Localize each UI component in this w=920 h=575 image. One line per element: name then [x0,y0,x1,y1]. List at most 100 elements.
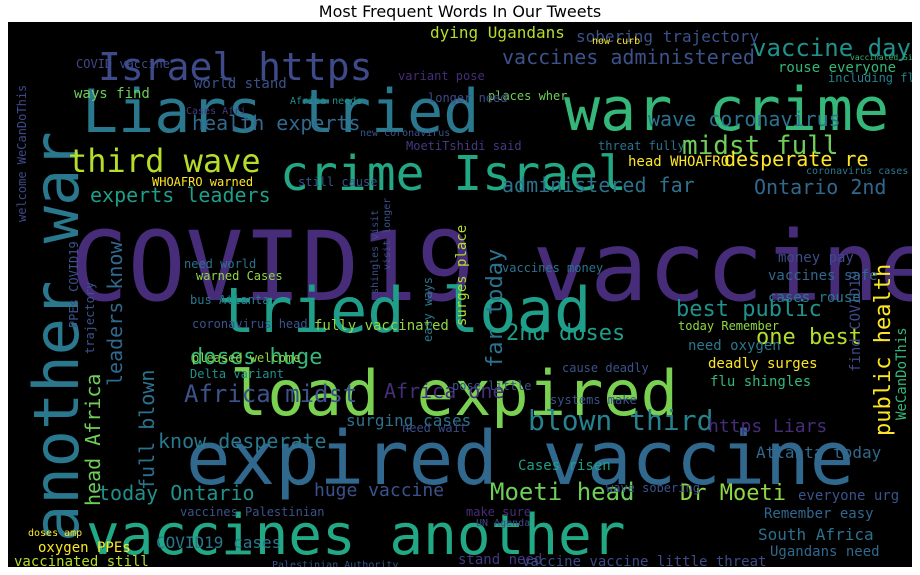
word-warned-cases: warned Cases [196,269,283,283]
word-desperate-re: desperate re [724,147,869,171]
word-oxygen-ppes: oxygen PPEs [38,540,131,556]
word-coronavirus-head: coronavirus head [192,317,308,331]
word-vaccine-vaccine-little-threat: vaccine vaccine little threat [522,554,766,567]
word-far-today: far today [483,249,508,368]
word-need-oxygen: need oxygen [688,338,781,354]
word-head-africa: head Africa [81,374,105,506]
word-bus-atlanta: bus Atlanta [190,293,269,307]
word-africa-midst: Africa midst [184,380,357,408]
word-best-public: best public [676,297,822,322]
word-surges-place: surges place [454,225,470,326]
word-crime-israel: crime Israel [280,146,627,202]
word-vaccine-days: vaccine days [752,34,912,62]
word-ontario-2nd: Ontario 2nd [754,175,886,199]
word-systems-make: systems make [550,393,637,407]
word-wecandothis: WeCanDoThis [894,327,910,420]
word-everyone-urg: everyone urg [798,488,899,504]
word-threat-fully: threat fully [598,139,685,153]
word-cases-rouse: cases rouse [768,290,861,306]
word-israel-https: Israel https [98,45,373,89]
word-welcome-wecandothis: welcome WeCanDoThis [15,85,29,222]
word-cause-deadly: cause deadly [562,361,649,375]
word-longer-need: longer need [428,91,507,105]
word-experts-leaders: experts leaders [90,183,271,207]
word-africa-one: Africa one [384,379,504,403]
word-covid-vaccine: COVID vaccine [76,57,170,71]
word-midst-full: midst full [682,131,839,161]
word-head-whoafro: head WHOAFRO [628,154,729,170]
word-money-pay: money pay [778,250,854,266]
word-one-best: one best [756,325,862,350]
word-need-wait: need wait [402,421,467,435]
word-dr-moeti: Dr Moeti [680,481,786,506]
word-wave-coronavirus: wave coronavirus [648,107,841,131]
word-another-war: another war [20,131,93,542]
word-remember-easy: Remember easy [764,506,874,522]
word-vaccines-another: vaccines another [86,503,625,567]
word-ugandans-need: Ugandans need [770,544,880,560]
word-make-sure: make sure [466,505,531,519]
word-today-remember: today Remember [678,319,779,333]
word-doses-amp: doses amp [28,528,82,539]
word-delta-variant: Delta variant [190,367,284,381]
word-vaccines-palestinian: vaccines Palestinian [180,505,325,519]
word-ways-find: ways find [74,86,150,102]
word-un-agenda: UN Agenda [476,518,530,529]
word-world-stand: world stand [194,76,287,92]
word-still-cause: still cause [298,175,377,189]
word-leaders-know: leaders know [103,241,127,386]
word-today-ontario: today Ontario [98,481,255,505]
word-africa-needs: Africa needs [290,96,362,107]
word-administered-far: administered far [502,173,695,197]
word-including-flu: including flu [828,71,912,85]
word-trajectory: trajectory [83,282,97,354]
word-blown-third: blown third [528,404,713,437]
word-easy-ways: easy ways [421,277,435,342]
word-cases-risen: Cases risen [518,458,611,474]
word-whoafro-warned: WHOAFRO warned [152,175,253,189]
word-vaccinated-still: vaccinated still [14,554,149,567]
word-expired-vaccine: expired vaccine [186,416,854,502]
word-war-crime: war crime [564,75,889,145]
word-places-wher: places wher [488,89,567,103]
word-sobering-trajectory: sobering trajectory [576,27,759,46]
word-doses-huge: doses huge [190,345,322,370]
word-vaccines-administered: vaccines administered [502,45,755,69]
word-rouse-everyone: rouse everyone [778,60,896,76]
word-fully-vaccinated: fully vaccinated [314,318,449,334]
word-atlanta-today: Atlanta today [756,443,882,462]
word-public-health: public health [871,264,896,436]
word-dying-ugandans: dying Ugandans [430,23,565,42]
word-ppes-covid19: PPEs COVID19 [67,241,81,328]
word-new-coronavirus: new coronavirus [360,128,450,139]
word-cases-afri: Cases Afri [186,106,246,117]
word-moeti-head: Moeti head [490,478,635,506]
word-vaccines-money: vaccines money [502,261,603,275]
word-tried-load: tried load [218,274,591,347]
word-vaccinated-sinovac: vaccinated Sinovac [850,53,912,62]
word-find-covid19: find COVID19 [848,271,864,372]
word-palestinian-authority: Palestinian Authority [272,560,398,567]
word-deadly-surges: deadly surges [708,356,818,372]
word-https-liars: https Liars [708,416,827,437]
word-pleased-welcome: pleased welcome [192,351,300,365]
word-2nd-doses: 2nd doses [506,321,625,346]
word-know-desperate: know desperate [158,429,327,453]
word-liars-tried: Liars tried [82,77,479,147]
word-shingles-visit: shingles visit [370,210,381,294]
word-stand-need: stand need [458,552,542,567]
word-moetitshidi-said: MoetiTshidi said [406,139,522,153]
word-need-world: need world [184,257,256,271]
word-variant-pose: variant pose [398,69,485,83]
word-wave-sobering: wave sobering [606,481,700,495]
word-health-experts: health experts [192,111,361,135]
word-vaccines-safe: vaccines safe [768,268,878,284]
word-pose-little: pose little [452,379,531,393]
word-covid19-cases: COVID19 cases [156,533,281,552]
word-load-expired: load expired [230,357,678,430]
word-full-blown: full blown [135,370,159,490]
word-now-curb: now curb [592,36,640,47]
word-huge-vaccine: huge vaccine [314,480,444,501]
